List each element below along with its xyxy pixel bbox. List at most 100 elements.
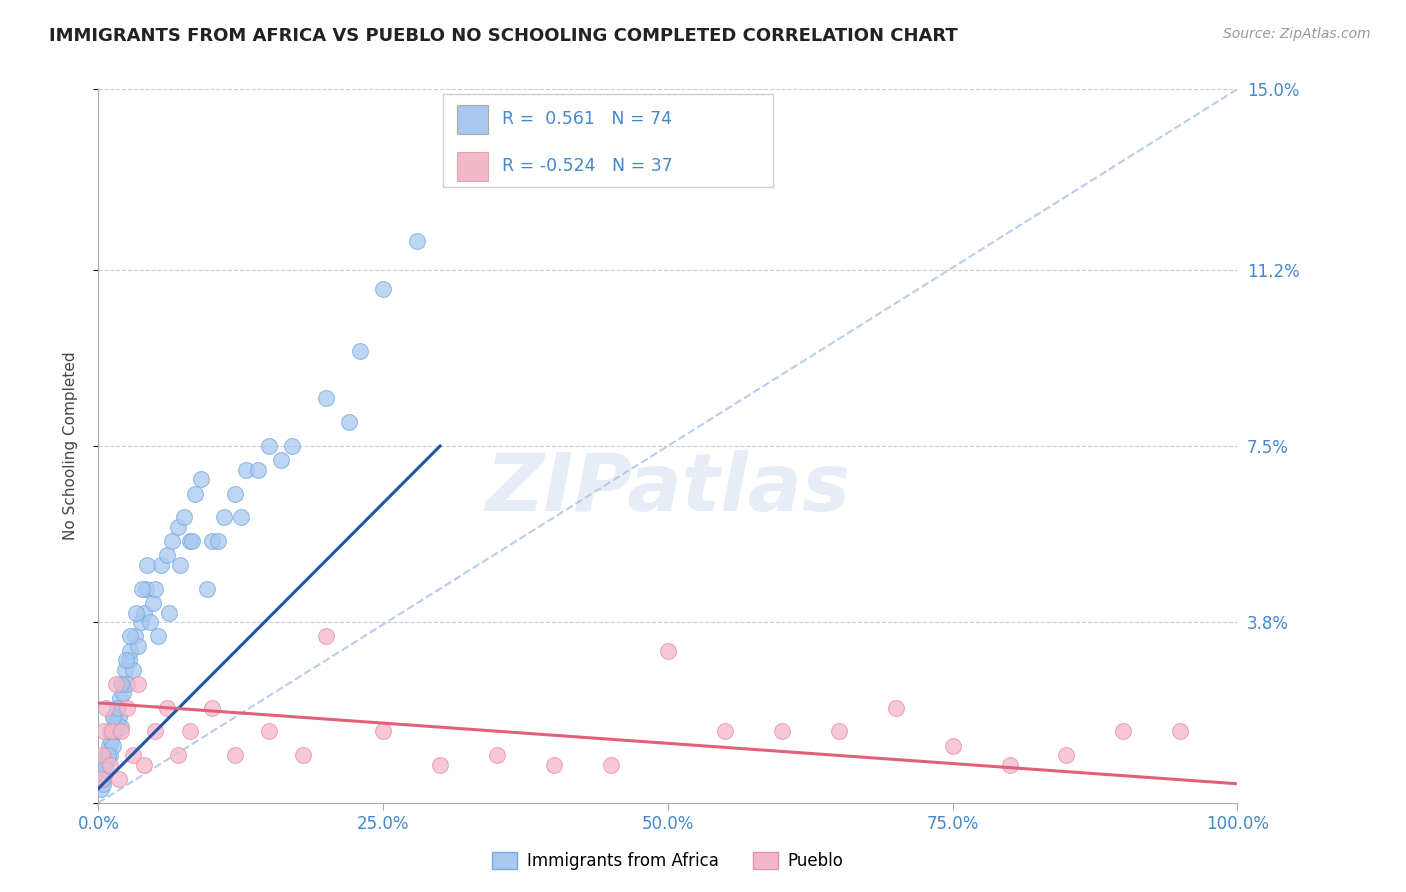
Point [115, 700, 138, 714]
Point [167, 748, 190, 763]
Point [229, 510, 252, 524]
Point [93, 724, 115, 739]
Point [162, 534, 184, 549]
Point [270, 453, 292, 467]
Point [115, 677, 138, 691]
Point [714, 724, 737, 739]
Point [96, 748, 118, 763]
Point [108, 710, 131, 724]
Y-axis label: No Schooling Completed: No Schooling Completed [63, 351, 77, 541]
Point [121, 748, 143, 763]
Point [127, 639, 149, 653]
Point [315, 629, 337, 643]
Point [942, 739, 965, 753]
Point [259, 724, 281, 739]
Point [90, 781, 112, 796]
Point [429, 757, 451, 772]
Point [110, 720, 132, 734]
Point [150, 558, 173, 572]
Point [167, 520, 190, 534]
Point [145, 582, 167, 596]
Point [1056, 748, 1078, 763]
Point [180, 534, 202, 549]
Point [114, 653, 136, 667]
Point [98, 724, 121, 739]
Point [157, 606, 180, 620]
Point [657, 643, 679, 657]
Point [114, 663, 136, 677]
Point [543, 757, 565, 772]
Point [190, 472, 212, 486]
Point [103, 739, 125, 753]
Point [124, 629, 146, 643]
Point [156, 700, 179, 714]
Point [224, 486, 246, 500]
Point [90, 772, 112, 786]
Point [103, 710, 125, 724]
Point [235, 463, 257, 477]
Text: ZIPatlas: ZIPatlas [485, 450, 851, 528]
Point [129, 615, 152, 629]
Point [105, 714, 128, 729]
Point [121, 663, 143, 677]
Point [101, 724, 124, 739]
Point [98, 748, 121, 763]
Point [138, 615, 160, 629]
Point [169, 558, 191, 572]
Point [195, 582, 218, 596]
Point [281, 439, 304, 453]
Point [828, 724, 851, 739]
Point [93, 757, 115, 772]
Point [104, 724, 127, 739]
Point [91, 772, 114, 786]
Point [201, 700, 224, 714]
Point [884, 700, 907, 714]
Point [259, 439, 281, 453]
Point [107, 700, 129, 714]
Point [125, 606, 148, 620]
Point [212, 510, 235, 524]
Point [142, 596, 165, 610]
Point [104, 677, 127, 691]
Point [90, 748, 112, 763]
Text: R =  0.561   N = 74: R = 0.561 N = 74 [502, 111, 672, 128]
Point [96, 753, 118, 767]
Point [96, 748, 118, 763]
Point [371, 282, 394, 296]
Point [108, 691, 131, 706]
Point [371, 724, 394, 739]
Point [110, 724, 132, 739]
Point [103, 710, 125, 724]
Point [207, 534, 229, 549]
Point [179, 534, 201, 549]
Point [998, 757, 1021, 772]
Text: Source: ZipAtlas.com: Source: ZipAtlas.com [1223, 27, 1371, 41]
Point [131, 582, 153, 596]
Point [91, 777, 114, 791]
Point [173, 510, 195, 524]
Point [145, 724, 167, 739]
Point [184, 486, 207, 500]
Point [146, 629, 169, 643]
Point [1112, 724, 1135, 739]
Point [349, 343, 371, 358]
Point [105, 700, 128, 714]
Point [90, 772, 112, 786]
Point [179, 724, 201, 739]
Text: R = -0.524   N = 37: R = -0.524 N = 37 [502, 157, 672, 175]
Point [100, 734, 122, 748]
Point [120, 643, 142, 657]
Point [600, 757, 623, 772]
Point [111, 677, 134, 691]
Legend: Immigrants from Africa, Pueblo: Immigrants from Africa, Pueblo [485, 845, 851, 877]
Point [98, 757, 121, 772]
Point [224, 748, 246, 763]
Point [246, 463, 269, 477]
Point [770, 724, 793, 739]
Point [97, 739, 120, 753]
Point [201, 534, 224, 549]
Point [94, 763, 117, 777]
Point [96, 700, 118, 714]
Text: IMMIGRANTS FROM AFRICA VS PUEBLO NO SCHOOLING COMPLETED CORRELATION CHART: IMMIGRANTS FROM AFRICA VS PUEBLO NO SCHO… [49, 27, 957, 45]
Point [108, 772, 131, 786]
